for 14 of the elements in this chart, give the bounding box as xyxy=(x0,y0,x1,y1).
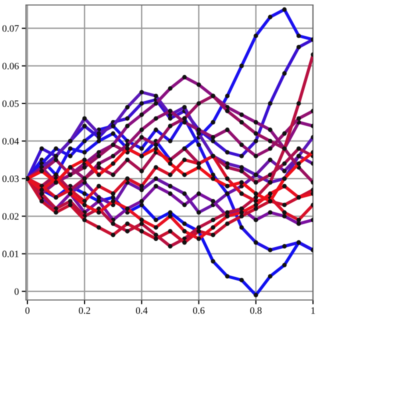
y-tick-label: 0.04 xyxy=(2,138,19,145)
y-tick-label: 0.01 xyxy=(2,250,18,258)
x-tick-label: 0.8 xyxy=(250,307,262,314)
x-tick-label: 1 xyxy=(311,307,315,314)
y-tick-label: 0.03 xyxy=(2,176,19,182)
x-tick-label: 0.6 xyxy=(193,307,205,314)
y-tick-label: 0.06 xyxy=(2,62,19,70)
y-tick-label: 0.02 xyxy=(2,213,19,220)
y-tick-label: 0.05 xyxy=(2,100,19,107)
x-tick-label: 0.2 xyxy=(78,307,90,314)
x-tick-label: 0 xyxy=(25,307,30,314)
x-tick-label: 0.4 xyxy=(136,307,148,314)
y-tick-label: 0 xyxy=(14,288,19,295)
y-tick-label: 0.07 xyxy=(2,25,19,32)
